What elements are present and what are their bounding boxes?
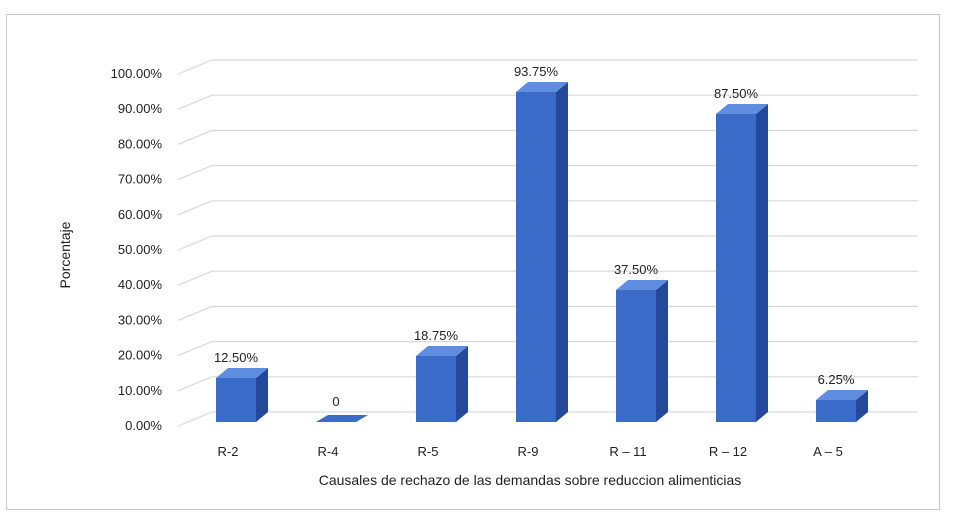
bar — [616, 280, 668, 422]
y-tick-label: 10.00% — [118, 383, 163, 398]
y-axis-title: Porcentaje — [57, 221, 73, 288]
x-axis-ticks: R-2 R-4 R-5 R-9 R – 11 R – 12 A – 5 — [218, 444, 843, 459]
y-tick-label: 0.00% — [125, 418, 162, 433]
y-tick-label: 40.00% — [118, 277, 163, 292]
bars — [216, 82, 868, 422]
bar — [816, 390, 868, 422]
data-label: 93.75% — [514, 64, 559, 79]
data-label: 6.25% — [818, 372, 855, 387]
x-tick-label: R-9 — [518, 444, 539, 459]
bar — [516, 82, 568, 422]
bar-side — [756, 104, 768, 422]
bar-front — [816, 400, 856, 422]
bar — [216, 368, 268, 422]
bar-side — [556, 82, 568, 422]
y-tick-label: 50.00% — [118, 242, 163, 257]
data-label: 87.50% — [714, 86, 759, 101]
bar-side — [656, 280, 668, 422]
bar — [316, 415, 368, 422]
data-label: 0 — [332, 394, 339, 409]
bar-front — [616, 290, 656, 422]
x-tick-label: A – 5 — [813, 444, 843, 459]
data-label: 12.50% — [214, 350, 259, 365]
x-tick-label: R-4 — [318, 444, 339, 459]
x-axis-title: Causales de rechazo de las demandas sobr… — [319, 472, 742, 488]
y-tick-label: 30.00% — [118, 312, 163, 327]
bar-front — [416, 356, 456, 422]
y-axis-ticks: 0.00% 10.00% 20.00% 30.00% 40.00% 50.00% 60.00… — [111, 66, 163, 433]
bar-front — [516, 92, 556, 422]
bar-front — [216, 378, 256, 422]
y-tick-label: 100.00% — [111, 66, 163, 81]
bar-side — [456, 346, 468, 422]
bar-flat — [316, 415, 368, 422]
y-tick-label: 90.00% — [118, 101, 163, 116]
x-tick-label: R – 12 — [709, 444, 747, 459]
y-tick-label: 80.00% — [118, 136, 163, 151]
y-tick-label: 70.00% — [118, 172, 163, 187]
x-tick-label: R-5 — [418, 444, 439, 459]
bar — [716, 104, 768, 422]
bar — [416, 346, 468, 422]
data-label: 37.50% — [614, 262, 659, 277]
x-tick-label: R – 11 — [609, 444, 646, 459]
x-tick-label: R-2 — [218, 444, 239, 459]
y-tick-label: 20.00% — [118, 348, 163, 363]
data-label: 18.75% — [414, 328, 459, 343]
y-tick-label: 60.00% — [118, 207, 163, 222]
bar-front — [716, 114, 756, 422]
